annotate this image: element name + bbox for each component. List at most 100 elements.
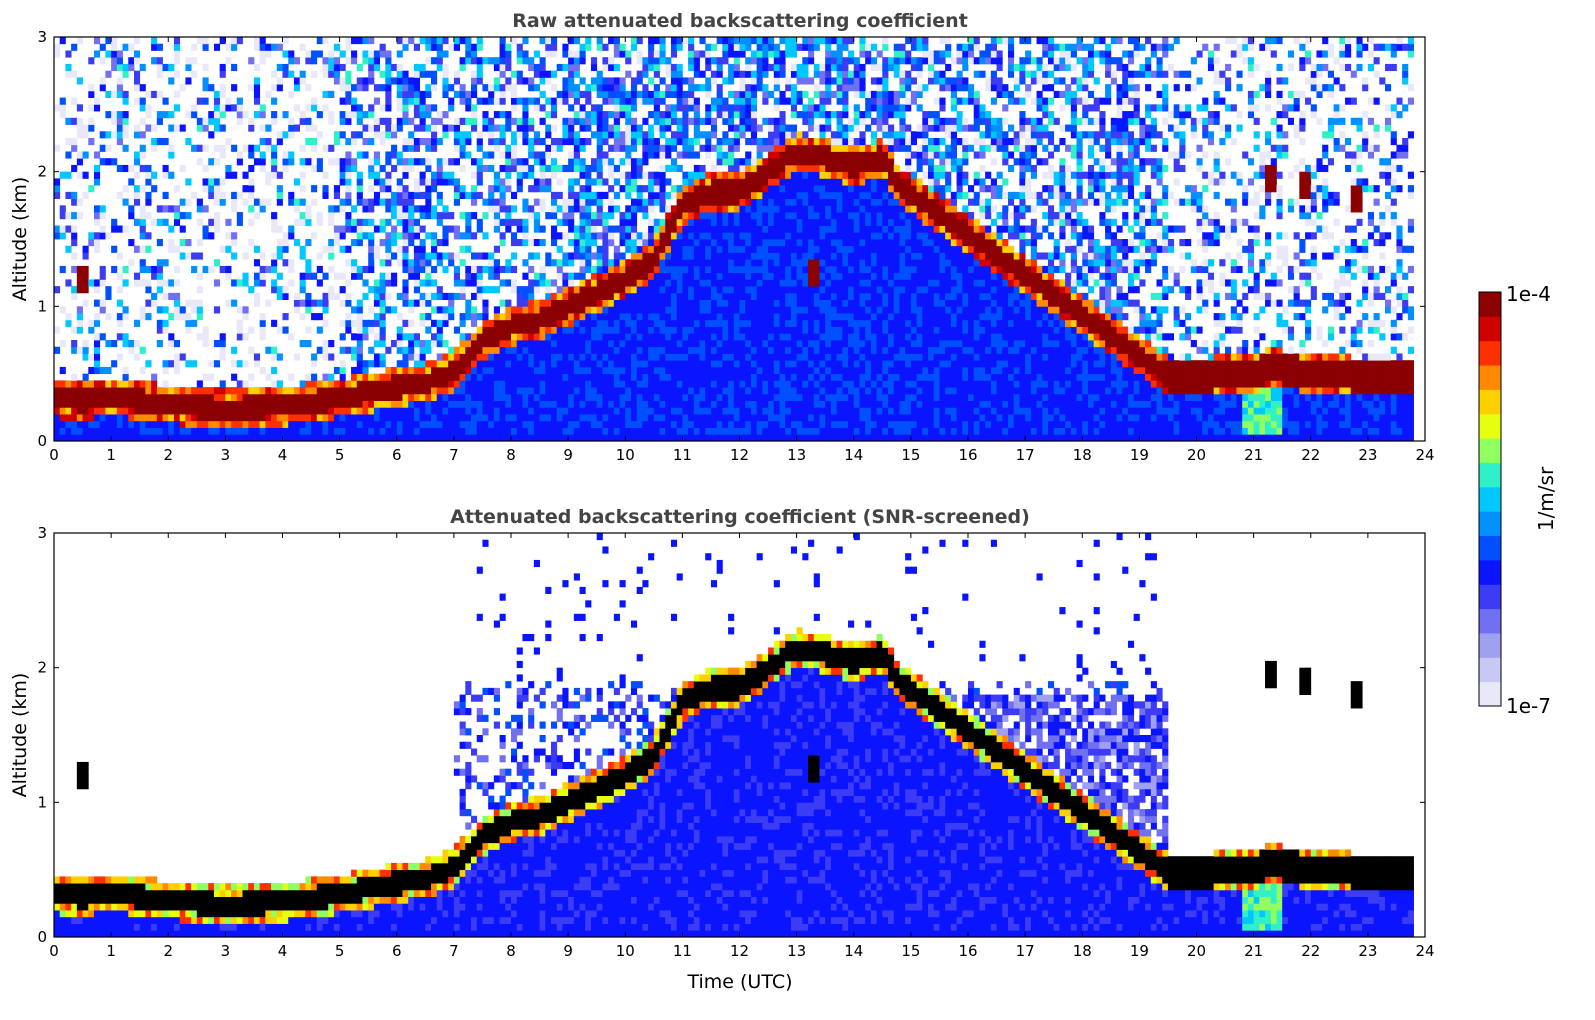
heatmap-cell — [682, 380, 689, 388]
heatmap-cell — [431, 366, 438, 375]
heatmap-cell — [768, 158, 775, 166]
heatmap-cell — [710, 57, 718, 65]
heatmap-cell — [739, 393, 746, 401]
heatmap-cell — [682, 373, 689, 381]
heatmap-cell — [408, 225, 415, 233]
heatmap-cell — [533, 299, 540, 307]
heatmap-cell — [619, 90, 626, 98]
heatmap-cell — [105, 407, 112, 415]
heatmap-cell — [568, 212, 575, 220]
heatmap-cell — [288, 124, 295, 132]
heatmap-cell — [533, 131, 540, 139]
heatmap-cell — [733, 414, 740, 422]
heatmap-cell — [596, 205, 603, 213]
heatmap-cell — [539, 239, 546, 247]
heatmap-cell — [528, 124, 535, 132]
heatmap-cell — [453, 131, 460, 139]
heatmap-cell — [653, 427, 660, 435]
heatmap-cell — [625, 245, 632, 253]
heatmap-cell — [288, 50, 295, 58]
heatmap-cell — [173, 104, 181, 112]
heatmap-cell — [545, 212, 552, 220]
heatmap-cell — [493, 63, 500, 72]
heatmap-cell — [168, 393, 175, 401]
heatmap-cell — [408, 299, 415, 307]
heatmap-cell — [328, 245, 335, 253]
heatmap-cell — [54, 104, 61, 112]
heatmap-cell — [550, 306, 558, 314]
heatmap-cell — [556, 259, 563, 267]
heatmap-cell — [596, 306, 603, 314]
heatmap-cell — [122, 43, 129, 51]
heatmap-cell — [739, 97, 746, 105]
heatmap-cell — [242, 333, 249, 341]
heatmap-cell — [231, 191, 238, 199]
heatmap-cell — [733, 63, 740, 72]
heatmap-cell — [208, 373, 215, 381]
heatmap-cell — [431, 265, 438, 274]
heatmap-cell — [705, 212, 712, 220]
heatmap-cell — [579, 191, 586, 199]
heatmap-cell — [419, 117, 426, 125]
heatmap-cell — [733, 218, 740, 226]
heatmap-cell — [699, 191, 706, 199]
heatmap-cell — [139, 225, 146, 233]
heatmap-cell — [608, 272, 615, 280]
heatmap-cell — [676, 326, 683, 334]
heatmap-cell — [379, 353, 386, 361]
heatmap-cell — [425, 205, 432, 213]
heatmap-cell — [756, 366, 763, 375]
heatmap-cell — [710, 252, 718, 260]
heatmap-cell — [54, 407, 61, 415]
heatmap-cell — [642, 252, 649, 260]
heatmap-cell — [351, 306, 358, 314]
heatmap-cell — [402, 434, 409, 442]
heatmap-cell — [636, 387, 643, 395]
heatmap-cell — [505, 212, 512, 220]
heatmap-cell — [271, 43, 278, 51]
heatmap-cell — [619, 252, 626, 260]
heatmap-cell — [522, 373, 529, 381]
heatmap-cell — [333, 232, 341, 240]
heatmap-cell — [705, 205, 712, 213]
heatmap-cell — [196, 387, 203, 395]
heatmap-cell — [299, 158, 306, 166]
heatmap-cell — [762, 434, 769, 442]
heatmap-cell — [339, 111, 346, 119]
heatmap-cell — [151, 400, 158, 408]
heatmap-cell — [116, 50, 123, 58]
heatmap-cell — [705, 414, 712, 422]
heatmap-cell — [573, 239, 580, 247]
heatmap-cell — [402, 366, 409, 375]
heatmap-cell — [653, 151, 660, 159]
heatmap-cell — [413, 111, 420, 119]
heatmap-cell — [379, 360, 386, 368]
heatmap-cell — [339, 158, 346, 166]
heatmap-cell — [202, 387, 209, 395]
heatmap-cell — [516, 77, 523, 85]
heatmap-cell — [590, 279, 598, 287]
heatmap-cell — [162, 414, 169, 422]
heatmap-cell — [608, 124, 615, 132]
heatmap-cell — [82, 380, 89, 388]
heatmap-cell — [768, 191, 775, 199]
heatmap-cell — [739, 205, 746, 213]
heatmap-cell — [248, 420, 255, 428]
heatmap-cell — [322, 292, 329, 300]
heatmap-cell — [351, 239, 358, 247]
heatmap-cell — [779, 272, 786, 280]
heatmap-cell — [185, 420, 192, 428]
heatmap-cell — [82, 373, 89, 381]
heatmap-cell — [459, 434, 466, 442]
heatmap-cell — [442, 70, 449, 78]
heatmap-cell — [482, 420, 489, 428]
heatmap-cell — [528, 319, 535, 327]
heatmap-cell — [236, 212, 243, 220]
heatmap-cell — [556, 97, 563, 105]
heatmap-cell — [173, 427, 181, 435]
heatmap-cell — [293, 414, 301, 422]
heatmap-cell — [573, 70, 580, 78]
heatmap-cell — [488, 286, 495, 294]
heatmap-cell — [528, 387, 535, 395]
heatmap-cell — [710, 360, 718, 368]
